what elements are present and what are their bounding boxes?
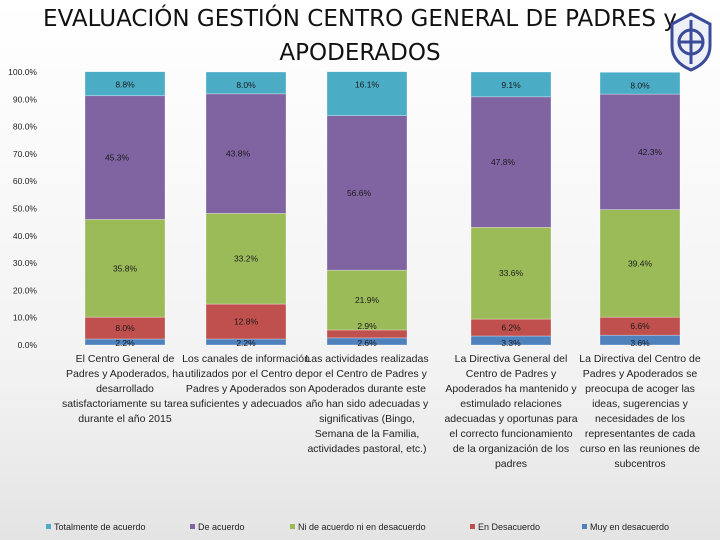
bar-segment — [599, 71, 681, 95]
x-category-label: El Centro General de Padres y Apoderados… — [61, 353, 189, 425]
school-logo-icon — [670, 12, 712, 72]
data-label: 3.6% — [630, 338, 650, 348]
data-label: 2.9% — [357, 321, 377, 331]
legend-item: De acuerdo — [190, 522, 245, 532]
data-label: 33.6% — [499, 268, 524, 278]
bar-segment — [326, 71, 408, 116]
legend-swatch — [190, 524, 195, 529]
data-label: 6.6% — [630, 321, 650, 331]
data-label: 8.0% — [236, 80, 256, 90]
data-label: 8.0% — [630, 80, 650, 90]
legend-swatch — [582, 524, 587, 529]
bar-segment — [326, 115, 408, 271]
legend-item: Totalmente de acuerdo — [46, 522, 146, 532]
legend-item: En Desacuerdo — [470, 522, 540, 532]
x-category-label: La Directiva del Centro de Padres y Apod… — [579, 353, 701, 470]
bar-segment — [84, 95, 166, 220]
data-label: 9.1% — [501, 80, 521, 90]
data-label: 16.1% — [355, 80, 380, 90]
legend-swatch — [46, 524, 51, 529]
data-label: 8.0% — [115, 323, 135, 333]
y-tick-label: 10.0% — [13, 313, 38, 323]
legend-label: De acuerdo — [198, 522, 245, 532]
y-tick-label: 60.0% — [13, 176, 38, 186]
data-label: 3.3% — [501, 338, 521, 348]
legend-item: Ni de acuerdo ni en desacuerdo — [290, 522, 426, 532]
data-label: 6.2% — [501, 323, 521, 333]
bar-segment — [599, 93, 681, 210]
data-label: 8.8% — [115, 80, 135, 90]
data-label: 2.6% — [357, 338, 377, 348]
x-category-label: La Directiva General del Centro de Padre… — [444, 353, 578, 470]
bar-segment — [205, 71, 287, 95]
legend-label: Muy en desacuerdo — [590, 522, 670, 532]
x-category-label: Los canales de información utilizados po… — [182, 353, 310, 410]
x-category-label: Las actividades realizadas por el Centro… — [305, 353, 429, 455]
y-tick-label: 80.0% — [13, 122, 38, 132]
y-tick-label: 0.0% — [18, 340, 38, 350]
bar-segment — [470, 71, 552, 98]
legend-item: Muy en desacuerdo — [582, 522, 669, 532]
data-label: 21.9% — [355, 295, 380, 305]
bar-segment — [470, 96, 552, 228]
data-label: 33.2% — [234, 254, 259, 264]
bar-segment — [205, 93, 287, 214]
y-tick-label: 40.0% — [13, 231, 38, 241]
bar-segment — [84, 219, 166, 318]
data-label: 45.3% — [105, 153, 130, 163]
y-tick-label: 30.0% — [13, 258, 38, 268]
legend-label: En Desacuerdo — [478, 522, 541, 532]
data-label: 2.2% — [115, 338, 135, 348]
legend-label: Totalmente de acuerdo — [54, 522, 146, 532]
data-label: 2.2% — [236, 338, 256, 348]
legend-swatch — [290, 524, 295, 529]
y-tick-label: 20.0% — [13, 285, 38, 295]
y-tick-label: 70.0% — [13, 149, 38, 159]
y-tick-label: 50.0% — [13, 204, 38, 214]
bar-segment — [326, 269, 408, 331]
chart-title: EVALUACIÓN GESTIÓN CENTRO GENERAL DE PAD… — [43, 6, 677, 66]
data-label: 47.8% — [491, 157, 516, 167]
data-label: 12.8% — [234, 317, 259, 327]
chart-legend: Totalmente de acuerdo De acuerdo Ni de acu… — [0, 522, 720, 536]
data-label: 43.8% — [226, 149, 251, 159]
data-label: 39.4% — [628, 258, 653, 268]
bar-segment — [326, 329, 408, 339]
data-label: 56.6% — [347, 188, 372, 198]
bar-segment — [599, 209, 681, 318]
y-tick-label: 100.0% — [8, 67, 37, 77]
data-label: 42.3% — [638, 147, 663, 157]
legend-label: Ni de acuerdo ni en desacuerdo — [298, 522, 426, 532]
y-tick-label: 90.0% — [13, 94, 38, 104]
bar-segment — [205, 213, 287, 305]
data-label: 35.8% — [113, 263, 138, 273]
bar-segment — [84, 71, 166, 97]
bar-segment — [470, 227, 552, 320]
legend-swatch — [470, 524, 475, 529]
